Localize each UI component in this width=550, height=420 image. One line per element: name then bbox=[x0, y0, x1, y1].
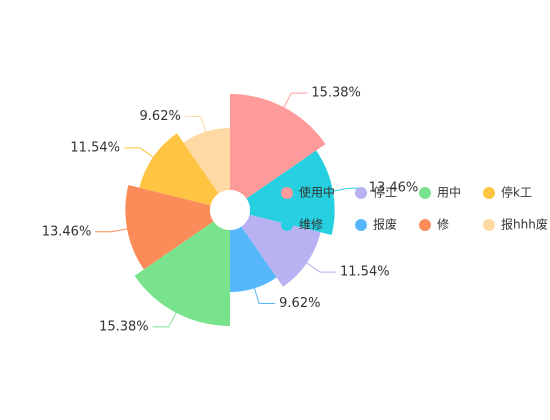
rose-slice bbox=[241, 214, 321, 287]
legend-label: 报hhh废 bbox=[501, 217, 548, 232]
rose-slice bbox=[134, 221, 230, 326]
rose-slice bbox=[230, 226, 277, 292]
legend-label: 停k工 bbox=[501, 185, 532, 200]
legend-marker bbox=[483, 219, 495, 231]
data-label: 13.46% bbox=[369, 181, 419, 196]
legend-label: 报废 bbox=[373, 217, 397, 232]
rose-slice bbox=[139, 133, 219, 206]
legend-marker bbox=[419, 219, 431, 231]
rose-slice bbox=[230, 94, 326, 199]
leader-line bbox=[303, 260, 337, 273]
center-hole bbox=[210, 190, 250, 230]
legend-label: 使用中 bbox=[299, 185, 335, 200]
data-label: 9.62% bbox=[279, 296, 320, 311]
leader-line bbox=[95, 227, 132, 233]
data-label: 9.62% bbox=[140, 109, 181, 124]
data-label: 15.38% bbox=[99, 319, 149, 334]
leader-line bbox=[252, 284, 276, 305]
rose-slice bbox=[183, 128, 230, 194]
legend-marker bbox=[281, 187, 293, 199]
legend-marker bbox=[419, 187, 431, 199]
rose-slice bbox=[125, 184, 214, 270]
legend-label: 维修 bbox=[299, 217, 323, 232]
leader-line bbox=[281, 92, 308, 112]
legend-marker bbox=[483, 187, 495, 199]
data-label: 11.54% bbox=[70, 140, 120, 155]
legend-marker bbox=[281, 219, 293, 231]
legend-label: 修 bbox=[437, 217, 449, 232]
legend-marker bbox=[355, 187, 367, 199]
data-label: 11.54% bbox=[340, 265, 390, 280]
data-label: 13.46% bbox=[42, 224, 92, 239]
data-label: 15.38% bbox=[311, 86, 361, 101]
legend-label: 停工 bbox=[373, 185, 397, 200]
leader-line bbox=[152, 308, 179, 328]
leader-line bbox=[184, 115, 208, 136]
leader-line bbox=[123, 147, 157, 160]
legend-marker bbox=[355, 219, 367, 231]
legend-label: 用中 bbox=[437, 185, 461, 200]
